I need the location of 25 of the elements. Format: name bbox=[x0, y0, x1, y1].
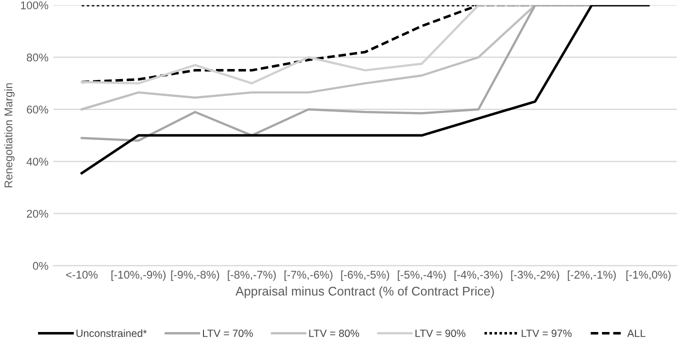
legend-label: LTV = 80% bbox=[309, 330, 360, 338]
x-tick-label: [-2%,-1%) bbox=[568, 270, 616, 281]
legend-label: Unconstrained* bbox=[76, 329, 147, 338]
x-tick-label: [-3%,-2%) bbox=[511, 270, 560, 281]
x-tick-label: [-9%,-8%) bbox=[171, 270, 220, 281]
y-tick-label: 20% bbox=[26, 210, 48, 218]
x-tick-label: [-1%,0%) bbox=[626, 270, 671, 281]
legend-label: LTV = 97% bbox=[522, 330, 572, 338]
y-tick-label: 100% bbox=[21, 1, 48, 10]
x-tick-label: [-7%,-6%) bbox=[284, 270, 332, 281]
y-tick-label: 80% bbox=[26, 54, 48, 62]
y-tick-label: 40% bbox=[26, 158, 48, 166]
x-tick-label: <-10% bbox=[66, 270, 98, 279]
legend-label: ALL bbox=[627, 330, 646, 337]
x-axis-title: Appraisal minus Contract (% of Contract Price) bbox=[236, 286, 494, 298]
legend-label: LTV = 70% bbox=[203, 330, 253, 338]
x-tick-label: [-4%,-3%) bbox=[454, 270, 502, 281]
y-tick-label: 60% bbox=[26, 106, 48, 114]
x-tick-label: [-10%,-9%) bbox=[111, 270, 166, 281]
y-tick-label: 0% bbox=[32, 262, 48, 270]
x-tick-label: [-8%,-7%) bbox=[228, 270, 276, 281]
legend-label: LTV = 90% bbox=[416, 330, 466, 338]
x-tick-label: [-6%,-5%) bbox=[341, 270, 390, 281]
y-axis-title: Renegotiation Margin bbox=[4, 83, 15, 188]
x-tick-label: [-5%,-4%) bbox=[398, 270, 446, 281]
